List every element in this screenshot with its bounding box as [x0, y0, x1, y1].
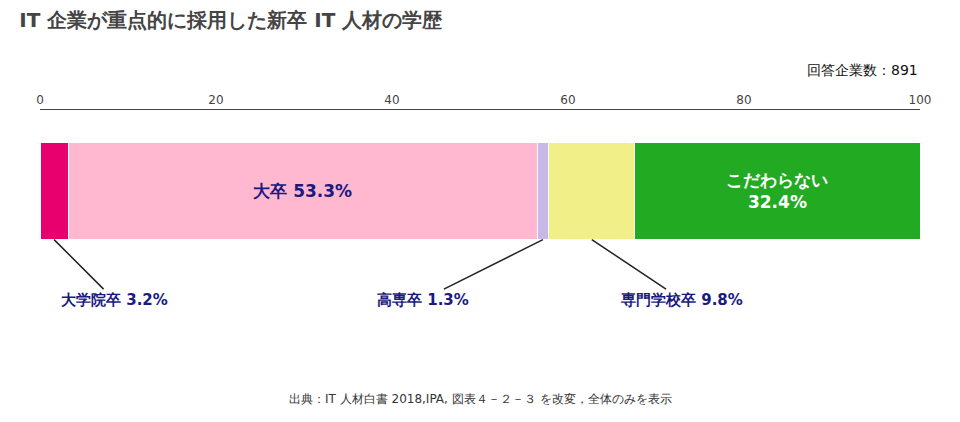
svg-text:高専卒 1.3%: 高専卒 1.3% [377, 291, 469, 309]
svg-text:60: 60 [560, 93, 575, 107]
svg-text:20: 20 [208, 93, 223, 107]
svg-text:こだわらない32.4%: こだわらない32.4% [726, 170, 828, 212]
svg-text:0: 0 [36, 93, 44, 107]
svg-text:回答企業数：891: 回答企業数：891 [807, 62, 918, 78]
svg-text:出典：IT 人材白書 2018,IPA, 図表４－２－３ を: 出典：IT 人材白書 2018,IPA, 図表４－２－３ を改変，全体のみを表示 [289, 392, 672, 406]
svg-text:大卒 53.3%: 大卒 53.3% [253, 181, 352, 201]
svg-text:専門学校卒 9.8%: 専門学校卒 9.8% [620, 291, 743, 309]
svg-text:80: 80 [736, 93, 751, 107]
svg-text:大学院卒 3.2%: 大学院卒 3.2% [61, 291, 168, 309]
svg-text:IT 企業が重点的に採用した新卒 IT 人材の学歴: IT 企業が重点的に採用した新卒 IT 人材の学歴 [19, 8, 442, 32]
svg-text:40: 40 [384, 93, 399, 107]
svg-text:100: 100 [909, 93, 932, 107]
